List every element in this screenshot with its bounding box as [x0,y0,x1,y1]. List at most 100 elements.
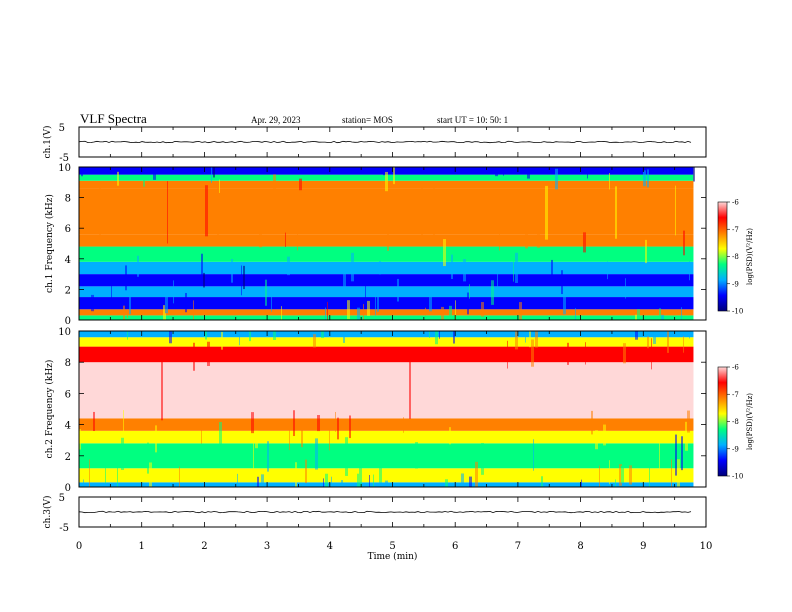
streak [123,305,125,320]
streak [259,229,262,248]
streak [201,426,202,444]
colorbar-ch1: -6 -7 -8 -9 -10 log(PSD)(V²/Hz) [717,199,754,316]
streak [685,421,688,451]
streak [127,309,128,319]
streak [297,227,298,251]
streak [379,462,382,483]
band-8 [79,188,694,235]
streak [89,459,90,487]
streak [443,239,446,267]
streak [193,300,194,320]
streak [313,334,316,348]
streak [173,280,174,304]
streak [327,301,328,320]
streak [265,279,267,306]
streak [515,331,518,350]
streak [497,270,498,293]
streak [615,479,616,487]
colorbar-tick-label: -10 [732,308,743,316]
band-8 [79,331,694,338]
streak [495,167,498,177]
streak [545,185,548,240]
ytick-label: 10 [58,163,71,174]
streak [615,186,617,239]
streak [149,462,152,487]
streak [117,467,118,487]
colorbar-scale [717,366,728,477]
streak [261,474,264,487]
colorbar-tick-label: -8 [732,253,739,261]
colorbar-label: log(PSD)(V²/Hz) [746,228,754,285]
band-4 [79,418,694,431]
streak [121,437,124,470]
streak [271,289,272,312]
xtick-label: 5 [389,541,395,552]
streak [453,331,455,344]
streak [683,336,684,353]
colorbar-tick-label: -8 [732,418,739,426]
streak [315,438,318,470]
streak [201,253,203,278]
band-6 [79,246,694,262]
streak [365,284,366,299]
streak [541,476,543,487]
streak [687,410,690,433]
streak [305,459,307,484]
streak [323,478,324,487]
streak [449,305,452,319]
streak [527,167,530,179]
y-axis-label: ch.1 Frequency (kHz) [44,194,55,293]
streak [647,336,649,349]
streak [537,229,540,248]
xtick-label: 7 [515,541,521,552]
ytick-label: 0 [65,316,71,327]
streak [397,278,399,302]
spectrogram-ch2 [78,330,707,488]
xtick-label: 3 [264,541,270,552]
streak [415,442,418,469]
streak [587,167,588,179]
streak [329,424,330,451]
streak [219,421,222,449]
colorbars: -6 -7 -8 -9 -10 log(PSD)(V²/Hz) -6 -7 -8 -9 -10 log… [717,199,754,481]
xtick-label: 6 [452,541,458,552]
streak [379,261,381,275]
streak [251,412,254,434]
streak [583,232,586,253]
band-11 [79,167,694,175]
streak [393,167,395,185]
streak [241,265,242,296]
streak [343,331,345,343]
streak [617,186,619,237]
streak [287,256,290,276]
band-1 [79,309,694,316]
streak [127,331,128,340]
streak [681,307,682,320]
streak [629,465,632,485]
streak [533,439,534,471]
voltage-trace [78,510,692,514]
streak [83,479,84,487]
streak [335,411,336,432]
streak [167,181,168,244]
streak [481,442,484,475]
xtick-label: 0 [76,541,82,552]
xtick-label: 10 [700,541,713,552]
streak [661,314,664,320]
streak [161,355,163,421]
band-5 [79,362,694,419]
band-7 [79,337,694,347]
xtick-label: 1 [139,541,145,552]
band-0 [79,315,694,320]
ytick-label: 8 [65,358,71,369]
ytick-label: 8 [65,194,71,205]
streak [635,331,638,340]
colorbar-tick-label: -7 [732,226,739,234]
xtick-label: 9 [640,541,646,552]
band-5 [79,261,694,275]
streak [575,308,576,320]
streak [289,428,290,451]
streak [205,331,207,340]
streak [441,306,444,320]
